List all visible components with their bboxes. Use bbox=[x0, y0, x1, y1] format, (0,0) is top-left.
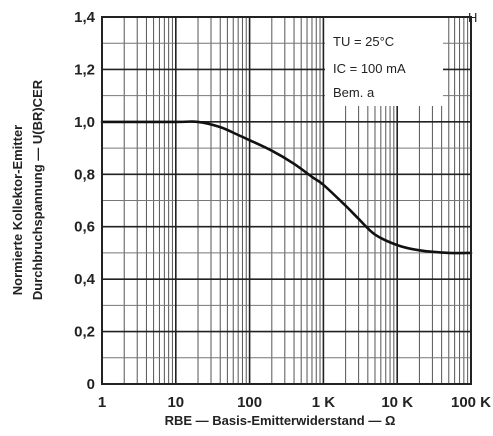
y-tick-label: 0,2 bbox=[74, 324, 95, 341]
y-tick-labels: 0 0,2 0,4 0,6 0,8 1,0 1,2 1,4 bbox=[74, 9, 96, 393]
y-tick-label: 1,2 bbox=[74, 61, 95, 78]
y-tick-label: 1,0 bbox=[74, 114, 95, 131]
annotation-note: Bem. a bbox=[333, 85, 375, 100]
x-tick-label: 10 bbox=[167, 394, 184, 411]
series-layer bbox=[100, 120, 473, 255]
x-tick-label: 100 K bbox=[451, 394, 491, 411]
y-tick-label: 1,4 bbox=[74, 9, 96, 26]
annotation-box bbox=[325, 18, 443, 106]
y-tick-label: 0,8 bbox=[74, 166, 95, 183]
y-tick-label: 0,4 bbox=[74, 271, 96, 288]
annotation-temperature: TU = 25°C bbox=[333, 34, 394, 49]
x-tick-label: 100 bbox=[237, 394, 262, 411]
annotation-corner: H bbox=[468, 10, 477, 25]
y-axis-label-line2: Durchbruchspannung — U(BR)CER bbox=[30, 79, 45, 300]
y-axis-label-line1: Normierte Kollektor-Emitter bbox=[10, 125, 25, 295]
plot-frame bbox=[101, 16, 472, 385]
x-tick-label: 1 bbox=[98, 394, 106, 411]
annotation-current: IC = 100 mA bbox=[333, 61, 406, 76]
x-tick-labels: 1 10 100 1 K 10 K 100 K bbox=[98, 394, 491, 411]
series-line bbox=[100, 120, 473, 255]
x-tick-label: 1 K bbox=[312, 394, 336, 411]
y-tick-label: 0 bbox=[87, 376, 95, 393]
x-tick-label: 10 K bbox=[381, 394, 413, 411]
y-tick-label: 0,6 bbox=[74, 219, 95, 236]
x-axis-label: RBE — Basis-Emitterwiderstand — Ω bbox=[165, 413, 396, 428]
